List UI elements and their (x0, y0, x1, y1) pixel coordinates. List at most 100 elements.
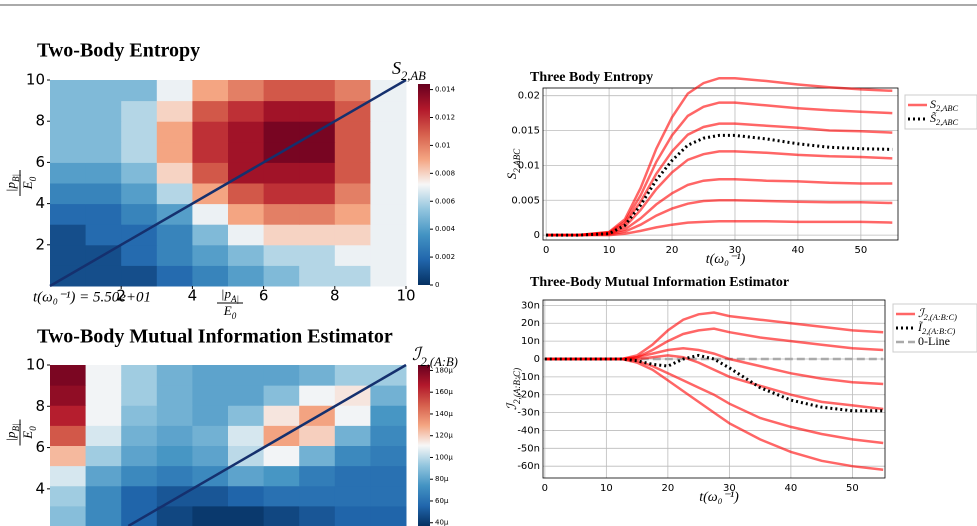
heatmap-cell (156, 224, 193, 246)
heatmap-cell (85, 425, 122, 446)
heatmap-cell (228, 385, 265, 406)
axis-label-denominator: E0 (20, 426, 38, 440)
x-tick-label: 30 (723, 483, 736, 494)
heatmap-cell (50, 405, 87, 426)
data-line (546, 122, 893, 237)
x-tick-label: 30 (729, 245, 742, 256)
colorbar-tick-label: 0.014 (435, 86, 456, 94)
heatmap-cell (156, 141, 193, 163)
heatmap-cell (370, 121, 407, 143)
heatmap-cell (228, 425, 265, 446)
y-tick-label: -50n (517, 443, 540, 454)
subscript: B| (11, 174, 21, 182)
annotation: t(ω₀⁻¹) = 5.50e+01 (33, 289, 151, 305)
subscript: 2,ABC (936, 104, 959, 113)
colorbar (418, 84, 430, 285)
x-tick-label: 0 (542, 483, 548, 494)
heatmap-cell (370, 265, 407, 287)
y-tick-label: 8 (35, 112, 45, 130)
subscript: 2,AB (401, 69, 426, 83)
heatmap-cell (156, 244, 193, 266)
heatmap-cell (299, 425, 336, 446)
heatmap-cell (263, 265, 300, 287)
heatmap-cell (228, 485, 265, 507)
x-tick-label: 50 (846, 483, 859, 494)
data-line (544, 311, 884, 361)
colorbar-tick-label: 180µ (435, 366, 453, 374)
colorbar-tick-label: 0.008 (435, 169, 455, 177)
colorbar-tick-label: 80µ (435, 475, 449, 483)
heatmap-cell (121, 485, 158, 507)
data-line (546, 178, 893, 237)
heatmap-cell (370, 244, 407, 266)
heatmap-cell (192, 80, 229, 102)
heatmap-cell (228, 365, 265, 386)
heatmap-cell (263, 485, 300, 507)
heatmap-cell (334, 244, 371, 266)
y-tick-label: 6 (35, 153, 45, 171)
colorbar-tick-label: 40µ (435, 519, 449, 526)
heatmap-cell (156, 265, 193, 287)
text-part: |p (3, 431, 18, 442)
heatmap-cell (121, 405, 158, 426)
text-part: |p (221, 286, 232, 301)
heatmap-cell (228, 465, 265, 487)
heatmap-cell (334, 121, 371, 143)
text-part: E (223, 303, 232, 318)
diagonal (49, 78, 407, 288)
heatmap-cell (121, 505, 158, 526)
legend-label: S̃2,ABC (930, 111, 959, 128)
heatmap-cell (50, 100, 87, 122)
heatmap-cell (192, 141, 229, 163)
legend-label: S2,ABC (930, 97, 959, 114)
heatmap-cell (192, 100, 229, 122)
heatmap-cell (299, 505, 336, 526)
text-part: ℐ (918, 306, 926, 320)
heatmap-cell (85, 224, 122, 246)
heatmap-cell (370, 485, 407, 507)
y-axis-label: S2,ABC (504, 148, 522, 179)
heatmap-cell (334, 203, 371, 225)
heatmap-cell (121, 141, 158, 163)
axis-label: |pA|E0 (217, 286, 243, 321)
heatmap-cell (299, 244, 336, 266)
y-tick-label: 4 (35, 479, 45, 497)
x-tick-label: 10 (396, 287, 415, 305)
heatmap-cell (50, 425, 87, 446)
heatmap-cell (299, 265, 336, 287)
heatmap-cell (50, 183, 87, 205)
heatmap-cell (263, 121, 300, 143)
heatmap-cell (121, 183, 158, 205)
heatmap-cell (85, 203, 122, 225)
heatmap-cell (263, 505, 300, 526)
subscript: B| (11, 423, 21, 431)
colorbar-tick-label: 0.01 (435, 141, 451, 149)
heatmap-cell (228, 121, 265, 143)
heatmap-cell (299, 445, 336, 467)
chart-title: Two-Body Entropy (37, 40, 200, 62)
subscript: 2,(A:B:C) (924, 313, 957, 322)
y-tick-label: 4 (35, 194, 45, 212)
subscript: 2,ABC (936, 118, 959, 127)
heatmap-cell (370, 385, 407, 406)
heatmap-cell (156, 485, 193, 507)
heatmap-cell (299, 183, 336, 205)
subscript: 2,(A:B:C) (512, 368, 522, 404)
x-tick-label: 6 (259, 287, 269, 305)
legend-box (904, 94, 977, 130)
colorbar-tick-label: 160µ (435, 388, 453, 396)
y-tick-label: 0 (534, 230, 540, 241)
axis-label: |pB|E0 (3, 419, 38, 446)
heatmap-cell (156, 465, 193, 487)
heatmap-cell (50, 244, 87, 266)
heatmap-cell (121, 244, 158, 266)
heatmap-cell (85, 141, 122, 163)
x-tick-label: 2 (116, 287, 126, 305)
subscript: 0 (28, 426, 38, 431)
chart-title: Two-Body Mutual Information Estimator (37, 326, 393, 348)
data-line (544, 347, 884, 386)
heatmap-cell (192, 385, 229, 406)
heatmap-cell (156, 162, 193, 184)
colorbar-tick-label: 120µ (435, 432, 453, 440)
